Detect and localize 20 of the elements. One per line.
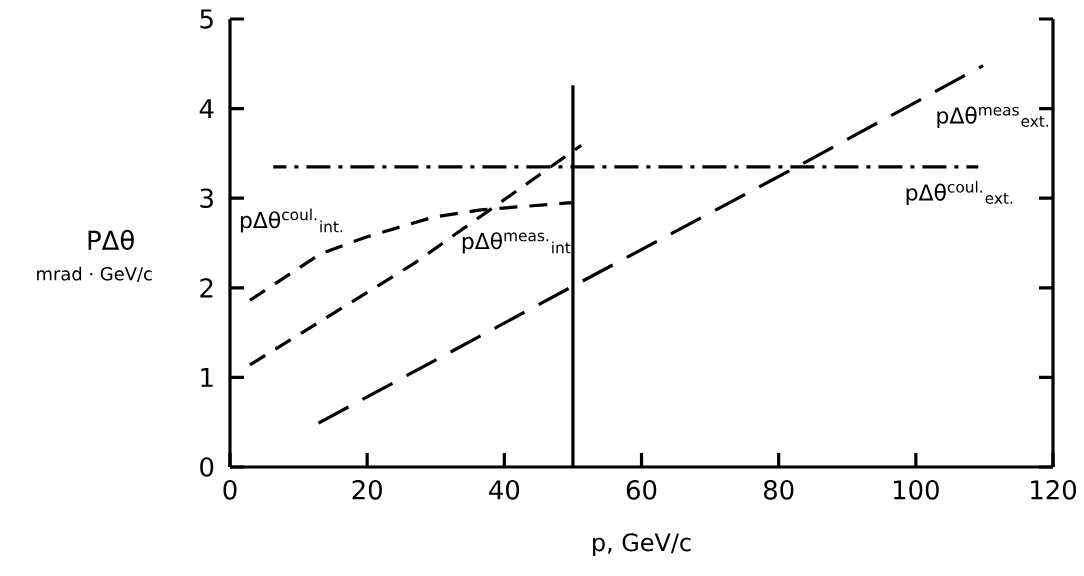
x-tick-label: 40	[489, 480, 520, 500]
annotation: pΔθ$^{meas.}$int.	[462, 232, 575, 254]
x-tick-label: 120	[1031, 480, 1076, 500]
annotation: pΔθ$^{coul.}$int.	[240, 208, 343, 233]
y-tick-label: 5	[200, 9, 213, 29]
y-tick-label: 2	[200, 278, 213, 298]
x-axis-title: p, GeV/c	[593, 533, 691, 557]
x-tick-label: 60	[626, 480, 657, 500]
y-tick-label: 3	[200, 188, 213, 208]
x-tick-label: 80	[763, 480, 794, 500]
x-tick-label: 20	[352, 480, 382, 500]
y-tick-label: 4	[199, 99, 214, 119]
y-axis-title: PΔθ	[88, 229, 134, 250]
annotation: pΔθ$^{coul.}$ext.	[906, 180, 1013, 205]
y-tick-label: 1	[201, 367, 213, 387]
annotation: pΔθ$^{meas}$ext.	[937, 106, 1049, 128]
text: mrad · GeV/c	[37, 266, 152, 282]
y-tick-label: 0	[200, 457, 214, 477]
x-tick-label: 0	[223, 480, 237, 500]
x-tick-label: 100	[893, 480, 939, 500]
